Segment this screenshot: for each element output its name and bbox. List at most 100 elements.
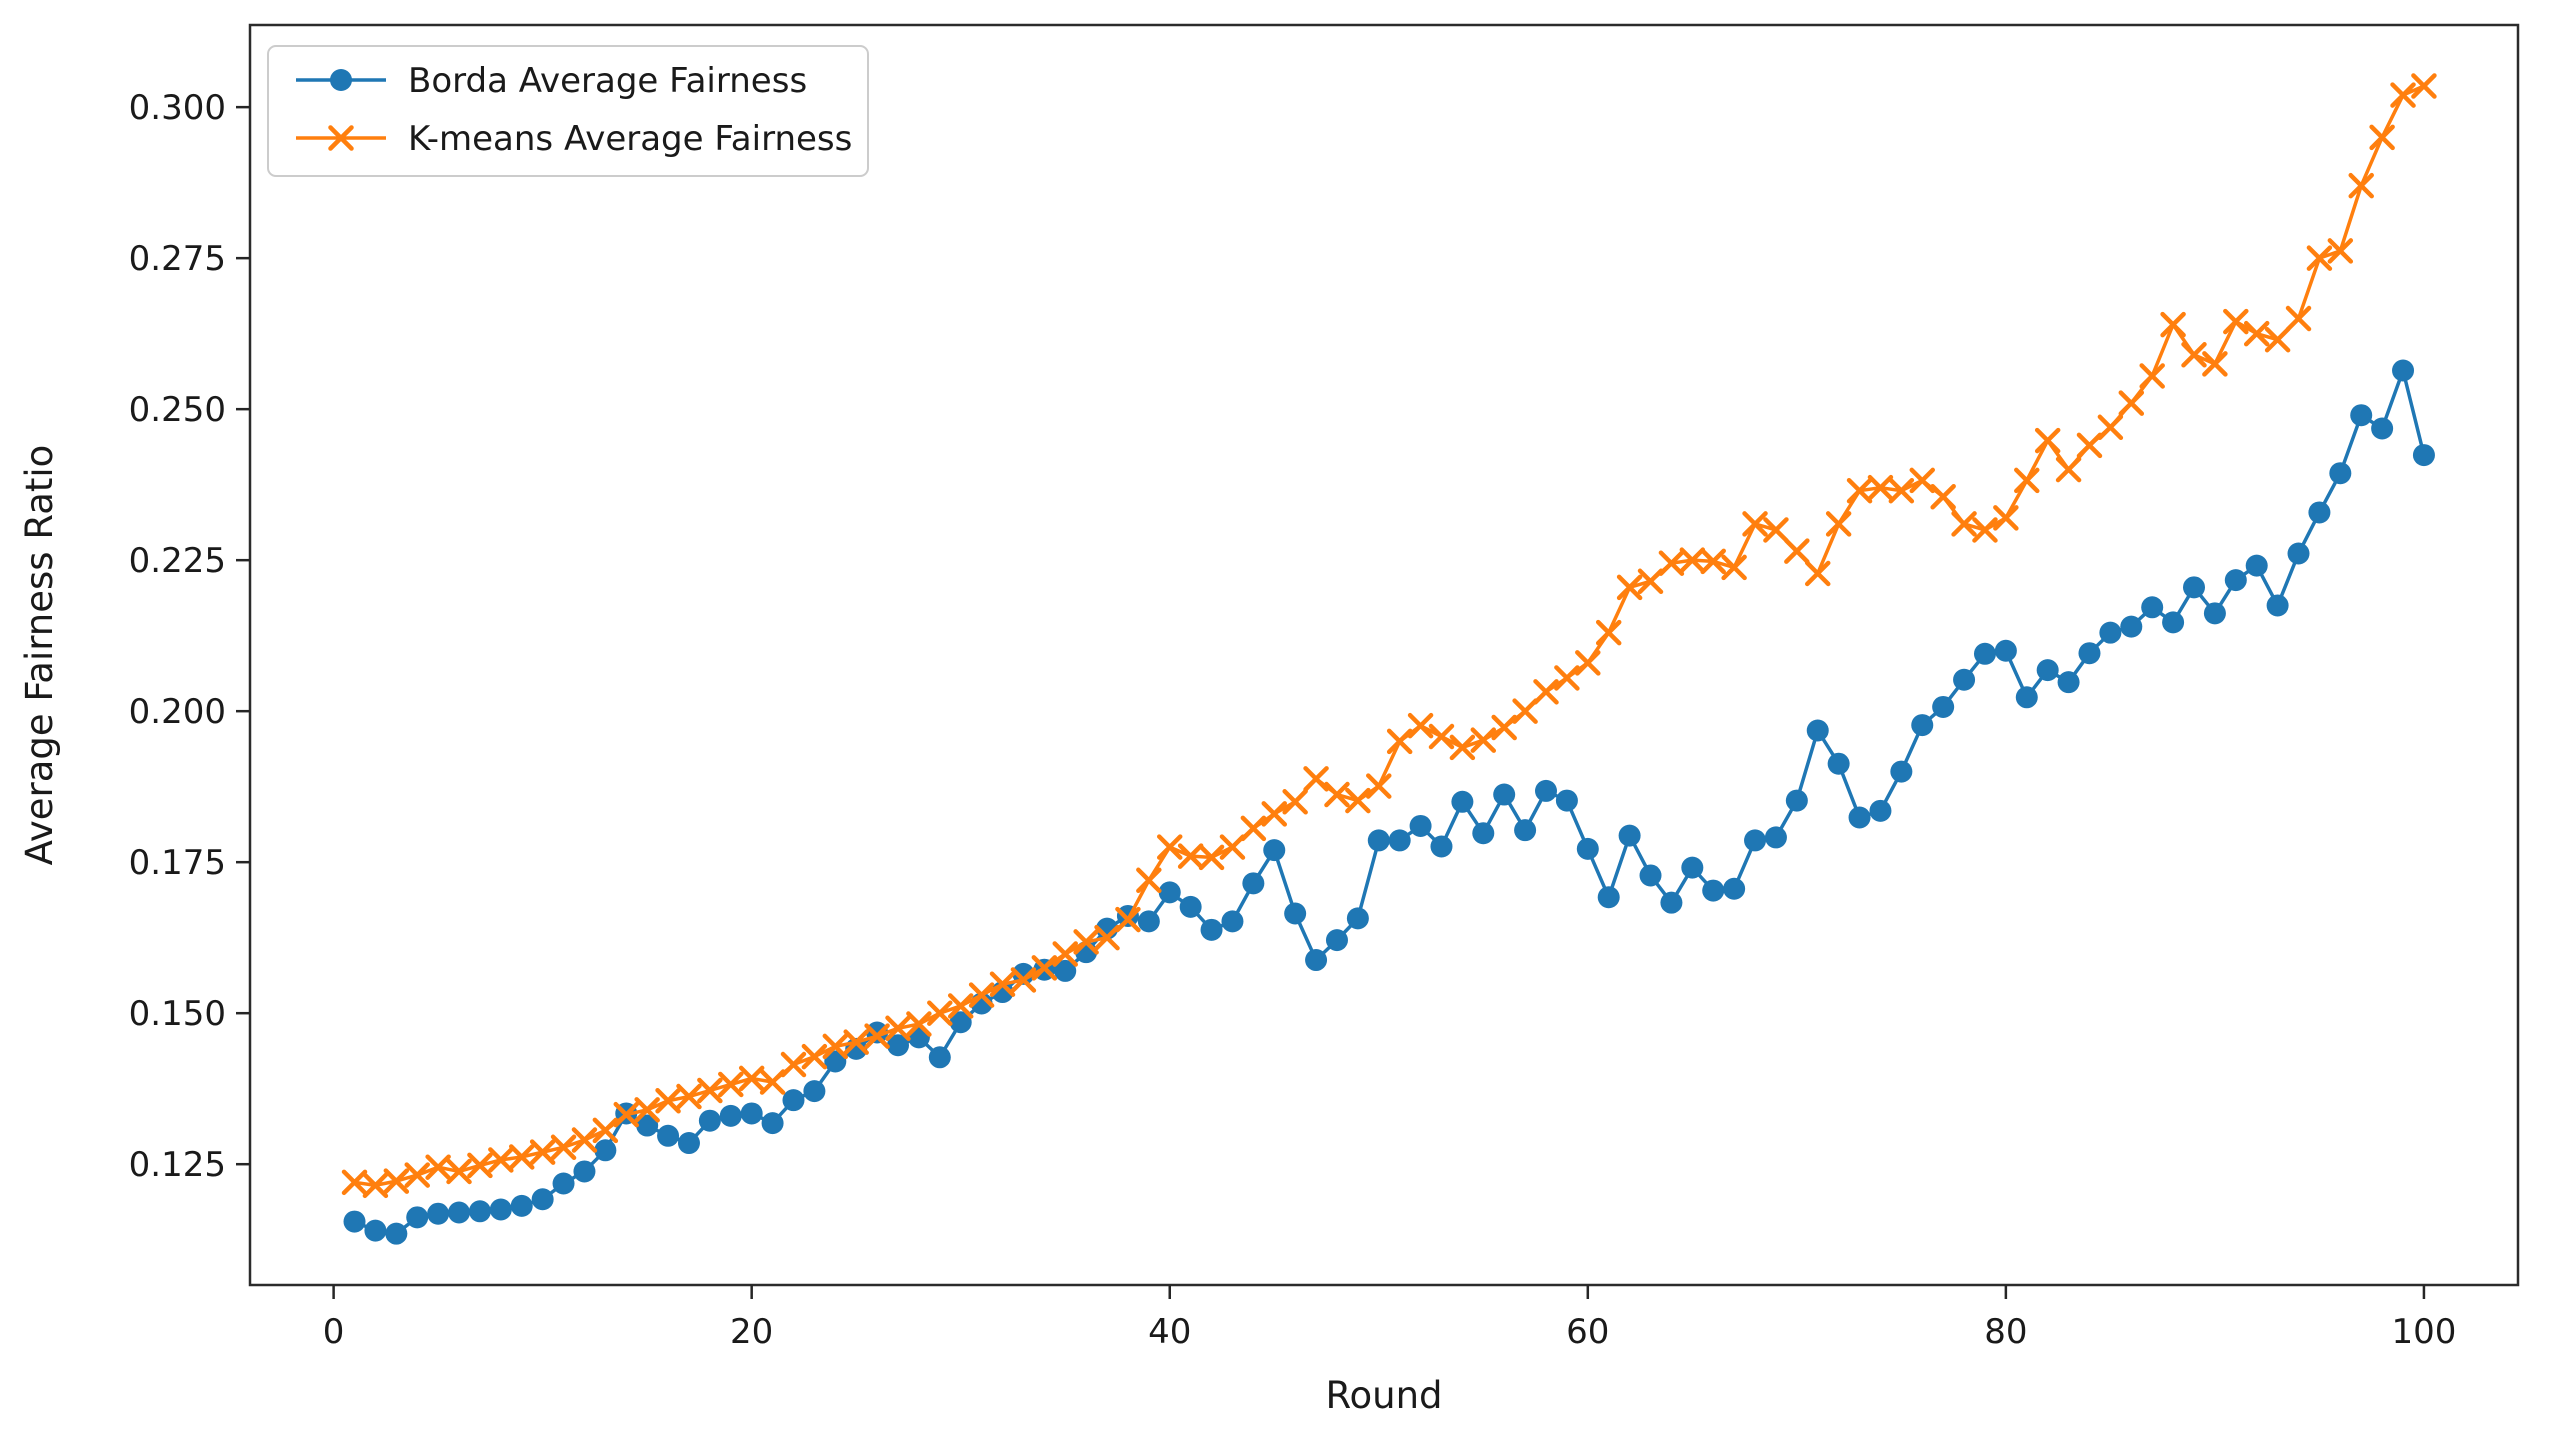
data-point-x: [488, 1147, 514, 1173]
data-point-circle: [2203, 602, 2226, 625]
data-point-circle: [1242, 872, 1265, 895]
data-point-x: [927, 1000, 953, 1026]
data-point-circle: [1576, 837, 1599, 860]
data-point-x: [467, 1152, 493, 1179]
data-point-x: [2327, 238, 2354, 264]
data-point-x: [718, 1071, 744, 1098]
data-point-x: [2264, 326, 2291, 353]
data-point-circle: [1305, 949, 1328, 972]
y-tick-label: 0.150: [129, 994, 226, 1034]
data-point-x: [425, 1154, 451, 1180]
data-point-circle: [1911, 714, 1934, 737]
data-point-x: [968, 982, 995, 1008]
data-point-circle: [1200, 918, 1223, 941]
data-point-x: [1930, 483, 1956, 510]
data-point-circle: [636, 1114, 659, 1137]
plot-area: [250, 25, 2518, 1285]
series-kmeans: [341, 73, 2437, 1199]
data-point-x: [1512, 698, 1538, 724]
data-point-circle: [740, 1102, 763, 1125]
data-point-x: [446, 1158, 472, 1185]
data-point-circle: [2224, 569, 2247, 592]
data-point-circle: [1869, 799, 1892, 822]
data-point-x: [1972, 517, 1998, 543]
x-tick-label: 100: [2391, 1312, 2456, 1352]
y-tick-label: 0.300: [129, 88, 226, 128]
y-tick-label: 0.250: [129, 390, 226, 430]
data-point-x: [2034, 427, 2061, 454]
data-point-circle: [1785, 789, 1808, 812]
data-point-x: [1303, 766, 1329, 792]
data-point-x: [2055, 456, 2082, 483]
data-point-x: [1825, 511, 1852, 537]
data-point-circle: [1472, 822, 1495, 845]
data-point-x: [2139, 363, 2165, 389]
data-point-circle: [468, 1200, 491, 1223]
data-point-circle: [2078, 642, 2101, 665]
data-point-x: [843, 1029, 869, 1055]
legend-box: [267, 45, 869, 177]
data-point-circle: [1827, 752, 1850, 775]
data-point-x: [1136, 867, 1162, 894]
data-point-x: [1345, 787, 1371, 814]
data-point-circle: [928, 1046, 951, 1069]
data-point-circle: [1137, 910, 1160, 933]
data-point-circle: [1806, 719, 1829, 742]
data-point-circle: [510, 1194, 533, 1217]
data-point-x: [383, 1168, 410, 1194]
legend-label: Borda Average Fairness: [408, 61, 807, 101]
data-point-x: [1951, 511, 1977, 537]
data-point-x: [341, 1169, 368, 1196]
data-point-x: [1428, 723, 1455, 750]
data-point-circle: [2412, 444, 2435, 467]
y-tick-label: 0.125: [129, 1145, 226, 1185]
data-point-x: [1700, 548, 1726, 575]
data-point-x: [2097, 414, 2124, 441]
data-point-circle: [1597, 886, 1620, 909]
data-point-circle: [343, 1210, 366, 1233]
data-point-circle: [1681, 856, 1704, 879]
data-point-circle: [573, 1160, 596, 1183]
data-point-x: [1533, 679, 1559, 705]
data-point-circle: [364, 1219, 387, 1242]
data-point-x: [655, 1088, 681, 1114]
data-point-x: [885, 1015, 911, 1042]
x-tick-label: 60: [1566, 1312, 1609, 1352]
data-point-circle: [1723, 877, 1746, 900]
data-point-x: [947, 993, 974, 1019]
data-point-x: [1156, 834, 1183, 860]
data-point-circle: [385, 1222, 408, 1245]
data-point-circle: [448, 1201, 471, 1224]
data-point-circle: [1639, 864, 1662, 887]
axes-spines: [248, 23, 2520, 1287]
data-point-x: [1742, 511, 1768, 537]
data-point-x: [1867, 474, 1894, 501]
data-point-circle: [1555, 789, 1578, 812]
legend-entry-kmeans: K-means Average Fairness: [296, 119, 852, 159]
x-axis: 0 20 40 60 80 100 Round: [323, 1285, 2456, 1417]
data-point-x: [1595, 619, 1622, 646]
data-point-circle: [657, 1124, 680, 1147]
data-point-x: [906, 1011, 932, 1037]
data-point-x: [550, 1134, 577, 1161]
data-point-x: [1324, 781, 1350, 808]
data-point-x: [2202, 351, 2228, 377]
data-point-circle: [1973, 642, 1996, 665]
data-point-circle: [1764, 826, 1787, 849]
data-point-x: [1888, 477, 1915, 504]
data-point-circle: [1932, 695, 1955, 718]
data-point-circle: [782, 1089, 805, 1112]
data-point-circle: [2057, 671, 2080, 694]
data-point-x: [1177, 843, 1204, 869]
data-point-circle: [1367, 829, 1390, 852]
data-point-x: [1094, 924, 1120, 951]
data-point-circle: [552, 1172, 575, 1195]
data-point-x: [2306, 245, 2333, 271]
data-point-x: [864, 1023, 890, 1049]
y-tick-label: 0.175: [129, 843, 226, 883]
data-point-x: [676, 1083, 702, 1110]
data-point-x: [1261, 801, 1288, 827]
y-tick-label: 0.225: [129, 541, 226, 581]
data-point-circle: [1221, 910, 1244, 933]
